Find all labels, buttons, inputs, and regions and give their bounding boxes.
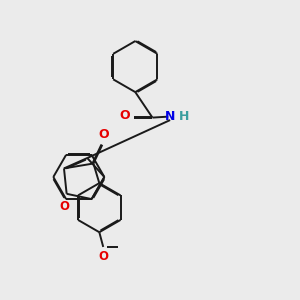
Text: O: O xyxy=(98,250,108,263)
Text: O: O xyxy=(98,128,109,141)
Text: N: N xyxy=(165,110,175,123)
Text: O: O xyxy=(119,109,130,122)
Text: O: O xyxy=(59,200,69,213)
Text: H: H xyxy=(179,110,189,123)
